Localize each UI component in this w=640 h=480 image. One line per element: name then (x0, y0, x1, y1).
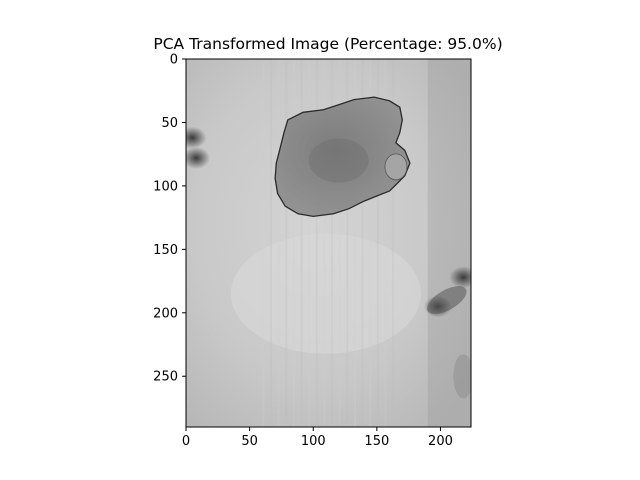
pca-image (186, 59, 471, 427)
image-stripe (353, 59, 356, 427)
image-stripe (300, 59, 303, 427)
x-tick-label: 150 (364, 434, 389, 449)
x-tick-label: 100 (301, 434, 326, 449)
image-stripe (361, 59, 364, 427)
image-stripe (269, 59, 272, 427)
plot-frame (185, 58, 472, 428)
image-stripe (262, 59, 265, 427)
y-tick-label: 0 (170, 53, 178, 68)
dark-streak (453, 354, 471, 399)
image-stripe (376, 59, 379, 427)
image-stripe (308, 59, 311, 427)
image-stripe (384, 59, 387, 427)
lesion-nodule (384, 153, 408, 181)
image-stripe (392, 59, 395, 427)
image-stripe (346, 59, 349, 427)
x-tick-label: 0 (182, 434, 190, 449)
lesion-core (308, 138, 369, 183)
image-stripe (331, 59, 334, 427)
lesion-shading (275, 97, 410, 217)
y-tick-label: 150 (153, 243, 178, 258)
image-stripe (323, 59, 326, 427)
x-axis: 0 50 100 150 200 (182, 427, 453, 449)
image-stripe (338, 59, 341, 427)
chart-title: PCA Transformed Image (Percentage: 95.0%… (153, 35, 502, 53)
y-tick-label: 50 (161, 116, 178, 131)
lesion-outline (274, 96, 411, 218)
image-dark-band (427, 59, 471, 427)
x-tick-label: 200 (428, 434, 453, 449)
image-stripe (285, 59, 288, 427)
image-stripe (369, 59, 372, 427)
y-tick-label: 250 (153, 370, 178, 385)
dark-spot (186, 146, 211, 169)
dark-streak (427, 286, 467, 315)
y-axis: 0 50 100 150 200 250 (153, 53, 186, 385)
image-stripe (292, 59, 295, 427)
image-light-region (230, 233, 421, 354)
dark-spot (449, 266, 471, 289)
x-tick-label: 50 (241, 434, 258, 449)
y-tick-label: 100 (153, 179, 178, 194)
dark-spot (186, 126, 207, 149)
image-stripe (277, 59, 280, 427)
y-tick-label: 200 (153, 306, 178, 321)
image-stripe (315, 59, 318, 427)
